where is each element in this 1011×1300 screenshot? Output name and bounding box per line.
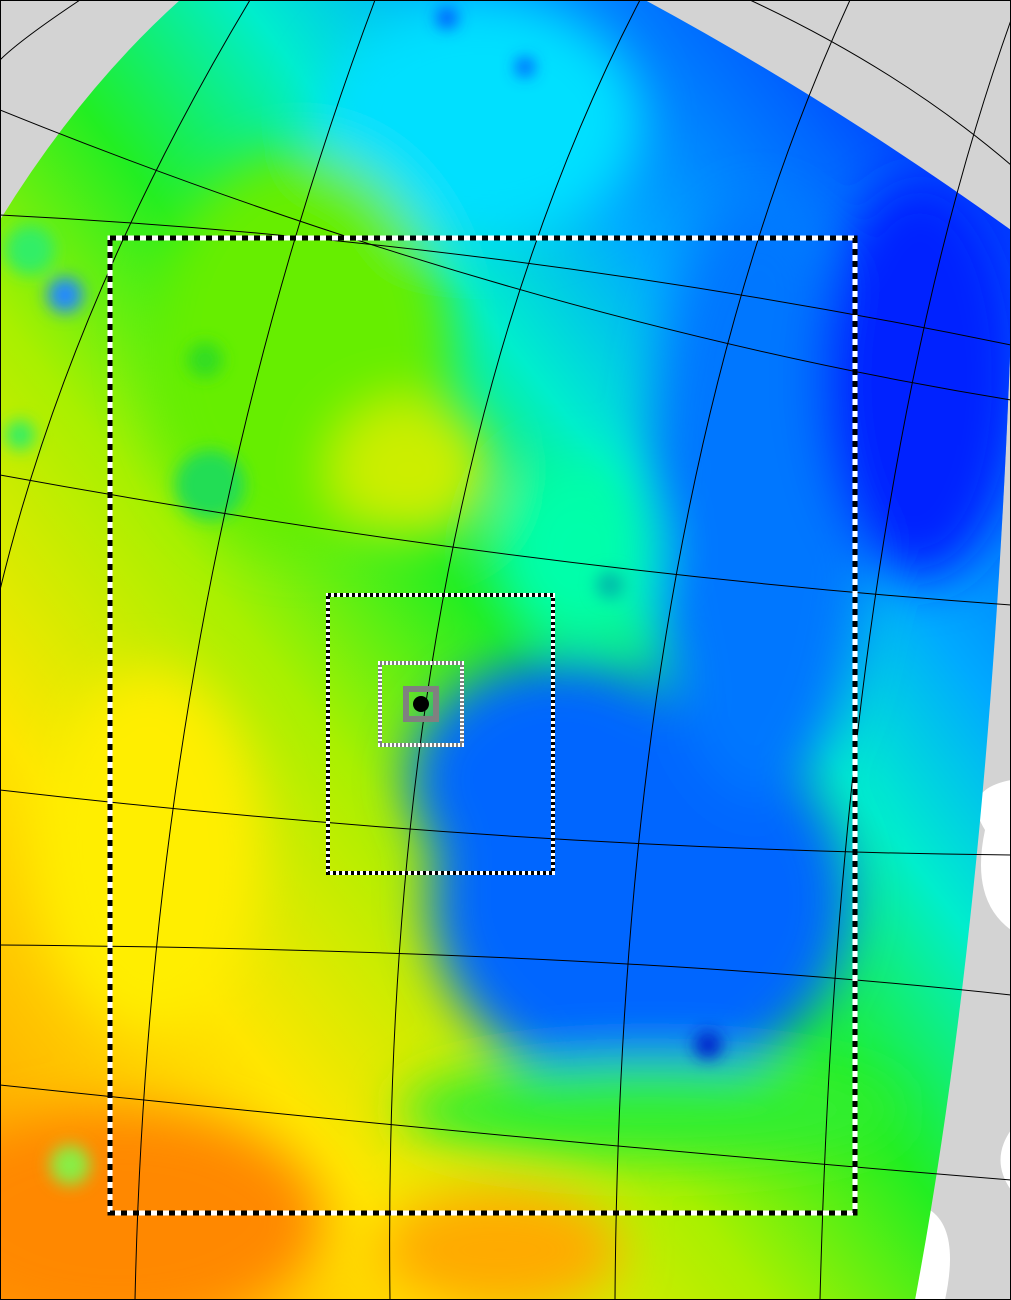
location-marker <box>413 696 429 712</box>
parallel-line <box>0 944 1011 996</box>
meridian-line <box>819 19 1011 1300</box>
parallel-line <box>0 789 1011 856</box>
parallel-line <box>0 1084 1011 1181</box>
parallel-line <box>749 0 1011 166</box>
meridian-line <box>614 0 851 1300</box>
white-region <box>915 780 1011 1300</box>
meridian-line <box>389 0 641 1300</box>
meridian-line <box>0 0 81 61</box>
selection-boxes <box>107 235 858 1216</box>
middle-box-dash <box>326 593 555 875</box>
parallel-line <box>0 214 1011 346</box>
craters <box>5 8 722 1185</box>
small-box-dash <box>378 661 464 747</box>
parallel-line <box>0 474 1011 606</box>
meridian-line <box>134 0 376 1300</box>
outer-box-dash <box>107 235 858 1216</box>
meridian-line <box>0 0 251 591</box>
parallel-line <box>0 109 1011 401</box>
inner-box <box>403 686 439 722</box>
